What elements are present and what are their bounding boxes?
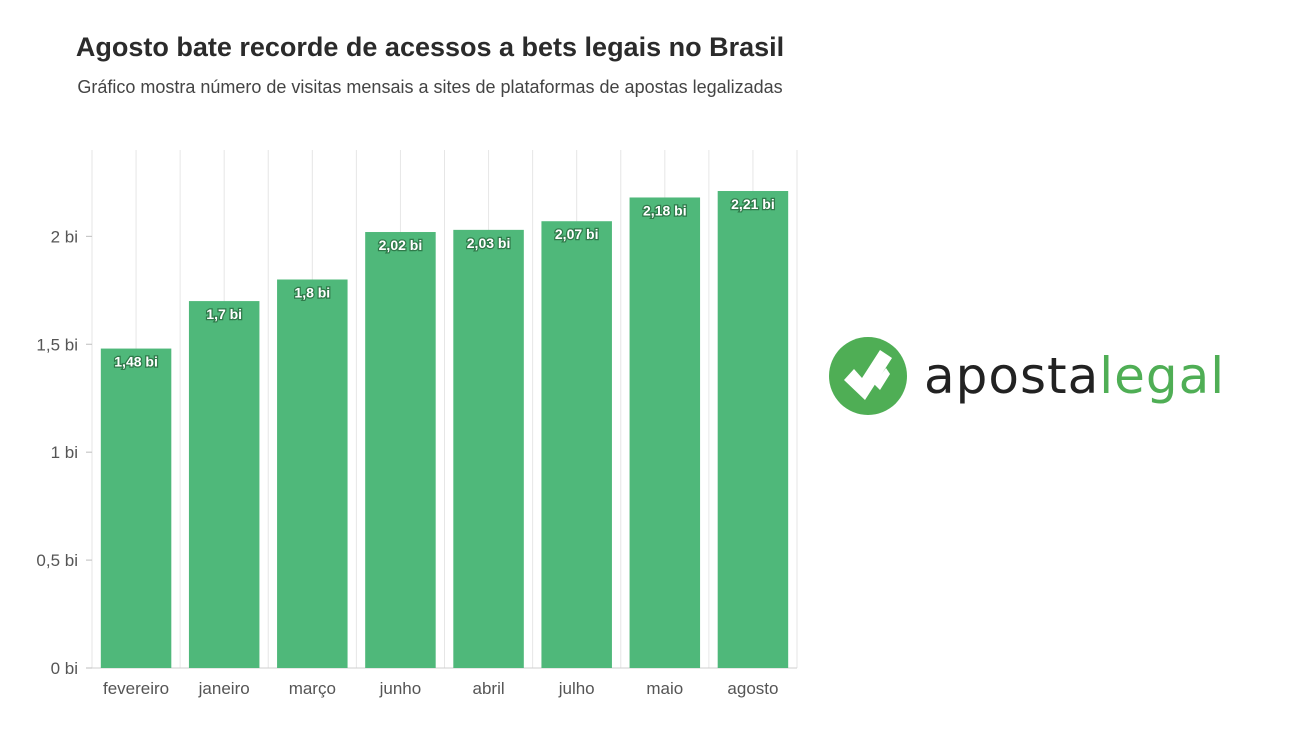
- x-tick-label: abril: [473, 679, 505, 698]
- bar-layer: [100, 191, 789, 668]
- bar: [277, 279, 348, 668]
- y-tick-label: 2 bi: [51, 227, 78, 246]
- bar: [629, 197, 701, 668]
- bar: [541, 221, 612, 668]
- chart-title: Agosto bate recorde de acessos a bets le…: [75, 32, 785, 62]
- x-tick-label: março: [289, 679, 336, 698]
- data-label: 1,48 bi: [114, 354, 158, 370]
- bar: [100, 348, 172, 668]
- y-tick-label: 0,5 bi: [36, 551, 78, 570]
- data-label: 1,8 bi: [294, 285, 330, 301]
- x-tick-label: agosto: [727, 679, 778, 698]
- data-label: 2,07 bi: [555, 226, 599, 242]
- label-layer: 0 bi 0,5 bi 1 bi 1,5 bi 2 bi 1,48 bi fevereiro…: [36, 195, 778, 698]
- checkmark-circle-icon: [829, 337, 907, 415]
- y-tick-label: 1 bi: [51, 443, 78, 462]
- bar: [717, 191, 789, 668]
- aposta-legal-logo: apostalegal: [828, 334, 1258, 418]
- bar: [453, 229, 524, 668]
- x-tick-label: janeiro: [198, 679, 250, 698]
- bar-chart: 0 bi 0,5 bi 1 bi 1,5 bi 2 bi 1,48 bi fevereiro…: [36, 150, 798, 698]
- data-label: 1,7 bi: [206, 306, 242, 322]
- logo-word-aposta: aposta: [924, 347, 1100, 405]
- data-label: 2,02 bi: [379, 237, 423, 253]
- y-tick-label: 0 bi: [51, 659, 78, 678]
- x-tick-label: junho: [379, 679, 422, 698]
- x-tick-label: fevereiro: [103, 679, 169, 698]
- data-label: 2,03 bi: [467, 235, 511, 251]
- data-label: 2,18 bi: [643, 202, 687, 218]
- bar: [188, 301, 260, 668]
- x-tick-label: maio: [646, 679, 683, 698]
- logo-word-legal: legal: [1099, 347, 1226, 405]
- data-label: 2,21 bi: [731, 196, 775, 212]
- bar: [365, 232, 436, 668]
- logo-wordmark: apostalegal: [924, 351, 1225, 401]
- y-tick-label: 1,5 bi: [36, 335, 78, 354]
- chart-subtitle: Gráfico mostra número de visitas mensais…: [77, 77, 783, 97]
- x-tick-label: julho: [558, 679, 595, 698]
